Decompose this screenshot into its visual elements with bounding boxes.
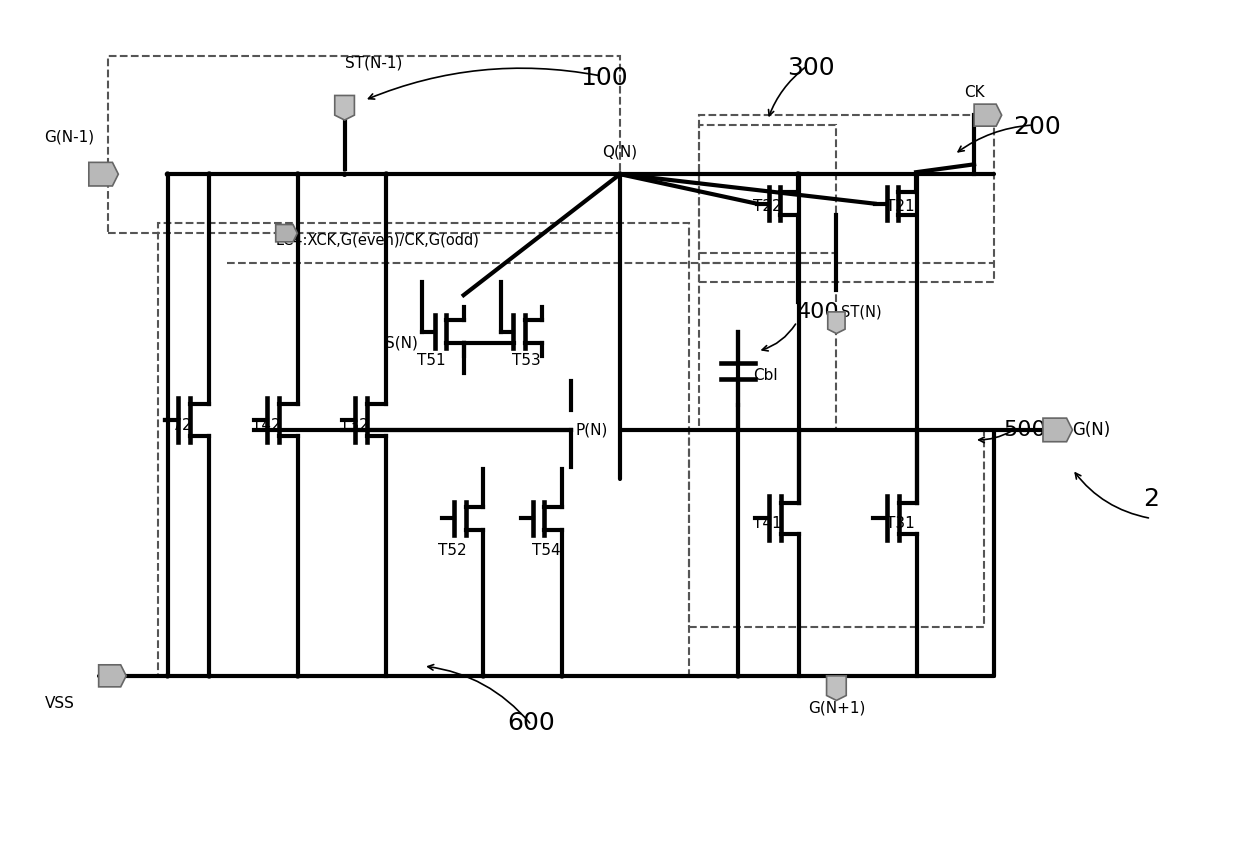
Text: ST(N-1): ST(N-1)	[345, 56, 402, 71]
Circle shape	[914, 172, 918, 176]
Polygon shape	[1043, 418, 1073, 442]
Circle shape	[384, 172, 388, 176]
Text: T41: T41	[753, 516, 782, 531]
Polygon shape	[828, 312, 846, 333]
Text: P(N): P(N)	[575, 422, 608, 438]
Text: T32: T32	[340, 417, 368, 433]
Text: T72: T72	[162, 417, 192, 433]
Polygon shape	[975, 105, 1002, 126]
Text: VSS: VSS	[45, 695, 74, 711]
Circle shape	[737, 674, 740, 678]
Text: T31: T31	[885, 516, 915, 531]
Text: Q(N): Q(N)	[603, 144, 637, 160]
Text: Cbl: Cbl	[753, 368, 777, 383]
Text: T22: T22	[753, 199, 782, 214]
Circle shape	[165, 674, 170, 678]
Text: 400: 400	[797, 302, 839, 322]
Polygon shape	[275, 224, 298, 242]
Text: G(N+1): G(N+1)	[807, 700, 866, 716]
Text: G(N): G(N)	[1073, 421, 1111, 439]
Bar	[108, 56, 620, 233]
Text: T52: T52	[439, 543, 467, 558]
Circle shape	[295, 172, 300, 176]
Text: G(N-1): G(N-1)	[45, 130, 94, 145]
Circle shape	[165, 172, 170, 176]
Text: 300: 300	[787, 56, 835, 80]
Text: 2: 2	[1143, 487, 1159, 511]
Text: 600: 600	[507, 711, 556, 735]
Circle shape	[207, 172, 211, 176]
Circle shape	[560, 674, 564, 678]
Text: T42: T42	[252, 417, 280, 433]
Bar	[698, 115, 993, 282]
Text: 500: 500	[1003, 420, 1047, 440]
Text: CK: CK	[963, 85, 985, 100]
Circle shape	[618, 172, 622, 176]
Circle shape	[295, 674, 300, 678]
Polygon shape	[99, 665, 126, 687]
Bar	[698, 125, 837, 252]
Bar	[689, 430, 985, 626]
Text: T51: T51	[417, 354, 445, 368]
Bar	[157, 224, 689, 676]
Bar	[698, 263, 837, 430]
Circle shape	[737, 428, 740, 432]
Polygon shape	[335, 95, 355, 120]
Text: T54: T54	[532, 543, 560, 558]
Text: S(N): S(N)	[386, 336, 418, 351]
Circle shape	[207, 674, 211, 678]
Text: LC4:XCK,G(even)/CK,G(odd): LC4:XCK,G(even)/CK,G(odd)	[275, 233, 480, 248]
Text: 200: 200	[1013, 115, 1061, 139]
Circle shape	[481, 674, 485, 678]
Text: ST(N): ST(N)	[841, 304, 882, 320]
Polygon shape	[89, 162, 118, 186]
Text: 100: 100	[580, 66, 629, 90]
Circle shape	[342, 172, 347, 176]
Circle shape	[796, 172, 800, 176]
Polygon shape	[827, 676, 846, 700]
Text: T21: T21	[887, 199, 915, 214]
Text: T53: T53	[512, 354, 541, 368]
